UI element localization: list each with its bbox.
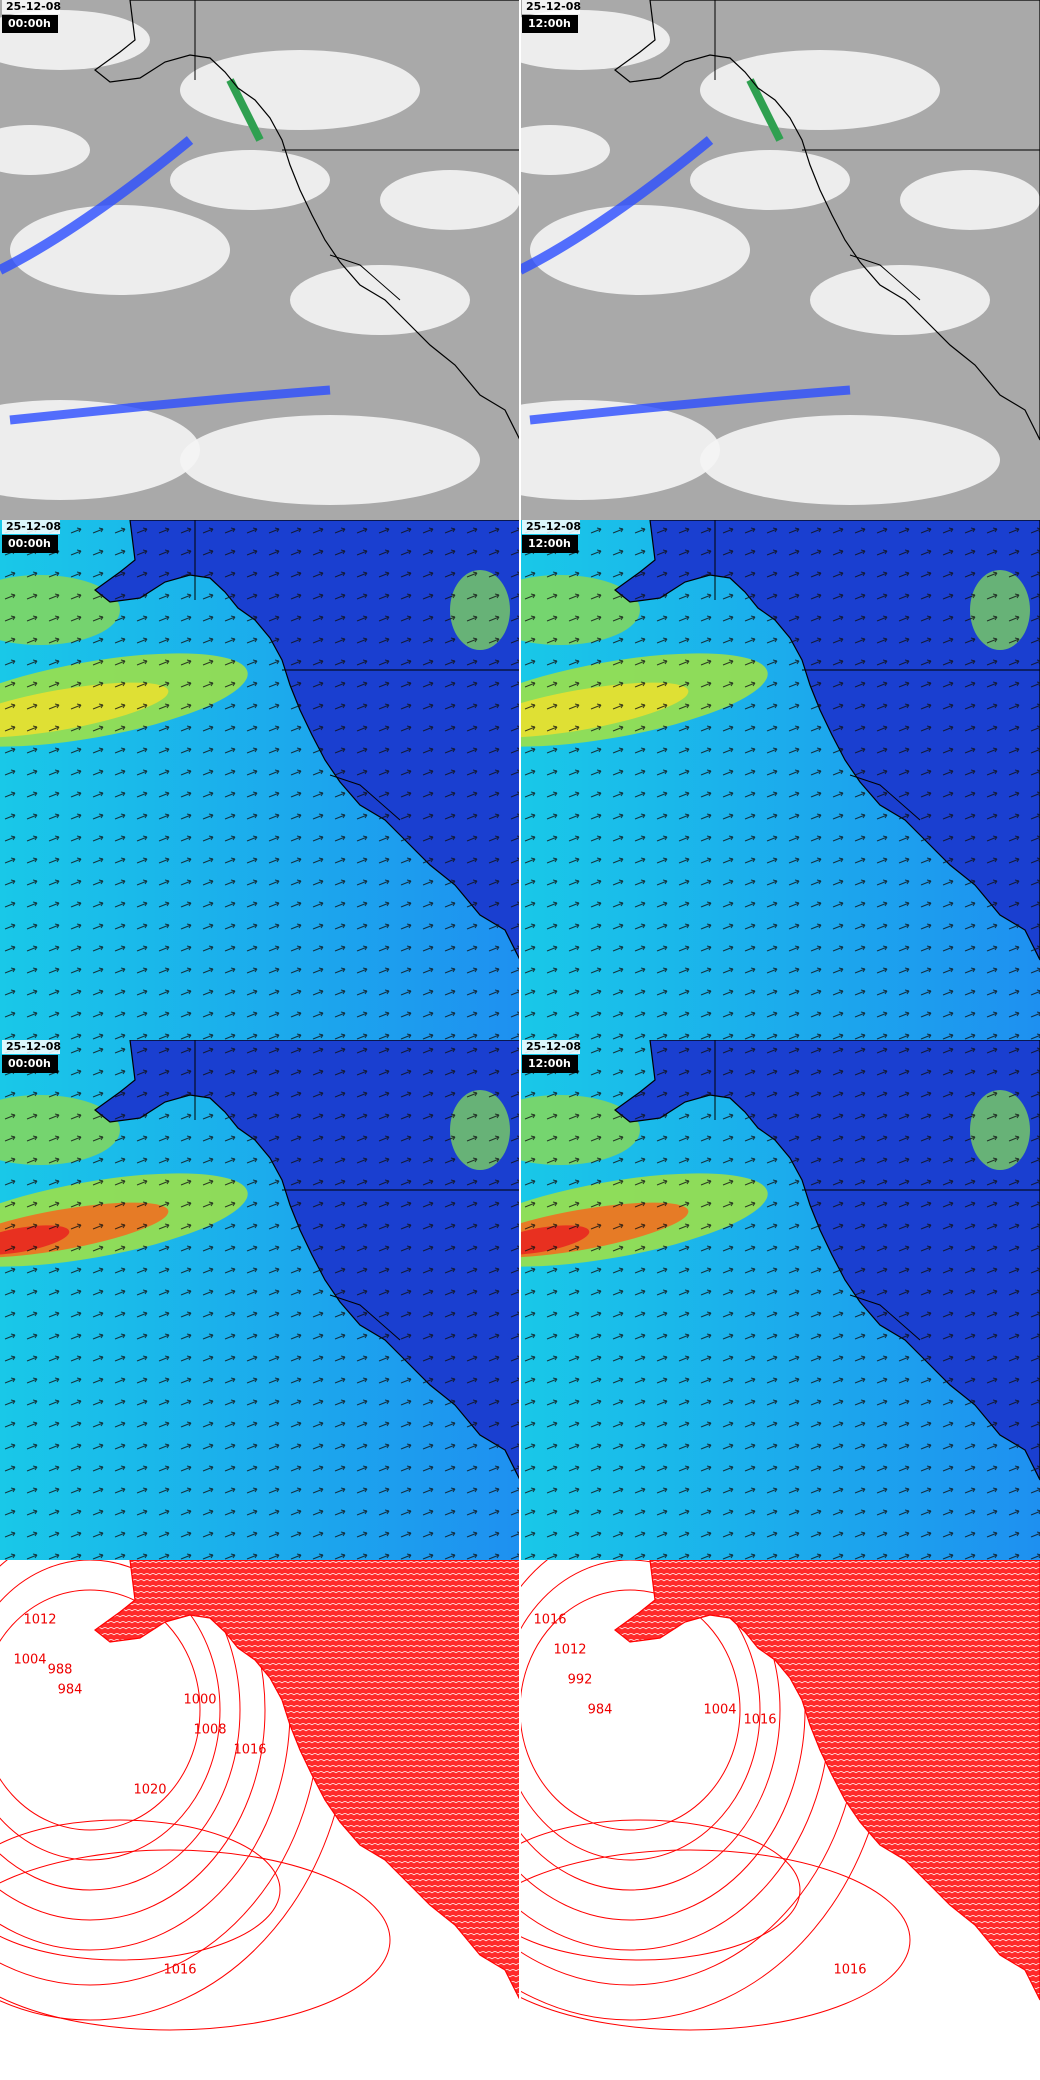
isobar-label: 1004: [703, 1703, 736, 1718]
date-box: [2, 0, 60, 14]
time-box: [522, 535, 578, 553]
date-label: 25-12-08: [526, 520, 581, 533]
time-label: 00:00h: [8, 537, 51, 550]
map-layer: [0, 520, 520, 1040]
time-label: 12:00h: [528, 17, 571, 30]
map-panel: 25-12-08 00:00h: [0, 520, 520, 1040]
time-label: 12:00h: [528, 537, 571, 550]
precip-band: [9, 385, 331, 425]
border: [714, 0, 1040, 301]
land-contours: [94, 1560, 520, 2001]
time-box: [522, 15, 578, 33]
date-box: [522, 520, 580, 534]
isobar: [0, 1849, 391, 2031]
time-label: 12:00h: [528, 1057, 571, 1070]
isobar: [520, 1589, 741, 1831]
isobar: [0, 1560, 241, 1891]
precip-band: [746, 78, 784, 142]
wind-arrows: [0, 1040, 520, 1560]
land: [94, 0, 520, 441]
date-box: [2, 520, 60, 534]
isobar-label: 1012: [23, 1613, 56, 1628]
isobar-label: 1000: [183, 1693, 216, 1708]
map-panel: 25-12-08 12:00h: [520, 0, 1040, 520]
map-layer: [520, 0, 1040, 520]
isobar: [520, 1560, 761, 1861]
wind-arrows: [520, 520, 1040, 1040]
isobar-label: 992: [568, 1673, 593, 1688]
isobar: [520, 1819, 801, 1961]
date-box: [2, 1040, 60, 1054]
precip-band: [520, 136, 714, 275]
time-box: [522, 1055, 578, 1073]
isobar-label: 984: [58, 1683, 83, 1698]
wind-arrows: [520, 1040, 1040, 1560]
map-layer: [520, 520, 1040, 1040]
isobar: [520, 1849, 911, 2031]
isobar-label: 1016: [163, 1963, 196, 1978]
map-panel: 25-12-08 12:00h: [520, 1040, 1040, 1560]
cloud: [290, 265, 470, 335]
isobar-label: 1012: [553, 1643, 586, 1658]
isobar-label: 1016: [233, 1743, 266, 1758]
border: [194, 0, 520, 301]
cloud: [900, 170, 1040, 230]
wind-arrows: [0, 520, 520, 1040]
time-box: [2, 535, 58, 553]
date-label: 25-12-08: [6, 0, 61, 13]
land-contours: [614, 1560, 1040, 2001]
cloud: [0, 400, 200, 500]
date-box: [522, 0, 580, 14]
isobar-label: 1016: [833, 1963, 866, 1978]
map-panel: 25-12-08 00:00h: [0, 0, 520, 520]
cloud: [180, 50, 420, 130]
time-label: 00:00h: [8, 1057, 51, 1070]
isobar-label: 1004: [13, 1653, 46, 1668]
cloud: [520, 400, 720, 500]
date-label: 25-12-08: [526, 0, 581, 13]
cloud: [0, 125, 90, 175]
cloud: [180, 415, 480, 505]
isobar-label: 1016: [743, 1713, 776, 1728]
land: [614, 0, 1040, 441]
isobar: [0, 1560, 266, 1921]
date-label: 25-12-08: [526, 1040, 581, 1053]
cloud: [810, 265, 990, 335]
cloud: [380, 170, 520, 230]
isobar-label: 1016: [533, 1613, 566, 1628]
map-panel: 1016 1012 992 984 1004 1016 1016: [520, 1560, 1040, 2080]
time-label: 00:00h: [8, 17, 51, 30]
cloud: [700, 50, 940, 130]
cloud: [690, 150, 850, 210]
cloud: [700, 415, 1000, 505]
isobar-label: 988: [48, 1663, 73, 1678]
isobar-label: 984: [588, 1703, 613, 1718]
date-label: 25-12-08: [6, 520, 61, 533]
isobar-label: 1008: [193, 1723, 226, 1738]
isobar: [520, 1560, 781, 1891]
date-box: [522, 1040, 580, 1054]
precip-band: [529, 385, 851, 425]
date-label: 25-12-08: [6, 1040, 61, 1053]
map-layer: 1016 1012 992 984 1004 1016 1016: [520, 1560, 1040, 2080]
map-panel: 25-12-08 12:00h: [520, 520, 1040, 1040]
isobar: [0, 1560, 221, 1861]
map-layer: [520, 1040, 1040, 1560]
map-layer: [0, 1040, 520, 1560]
cloud: [520, 125, 610, 175]
isobar: [0, 1819, 281, 1961]
precip-band: [226, 78, 264, 142]
map-panel: 25-12-08 00:00h: [0, 1040, 520, 1560]
isobar: [0, 1589, 201, 1831]
map-layer: [0, 0, 520, 520]
time-box: [2, 15, 58, 33]
cloud: [170, 150, 330, 210]
time-box: [2, 1055, 58, 1073]
isobar-label: 1020: [133, 1783, 166, 1798]
precip-band: [0, 136, 194, 275]
